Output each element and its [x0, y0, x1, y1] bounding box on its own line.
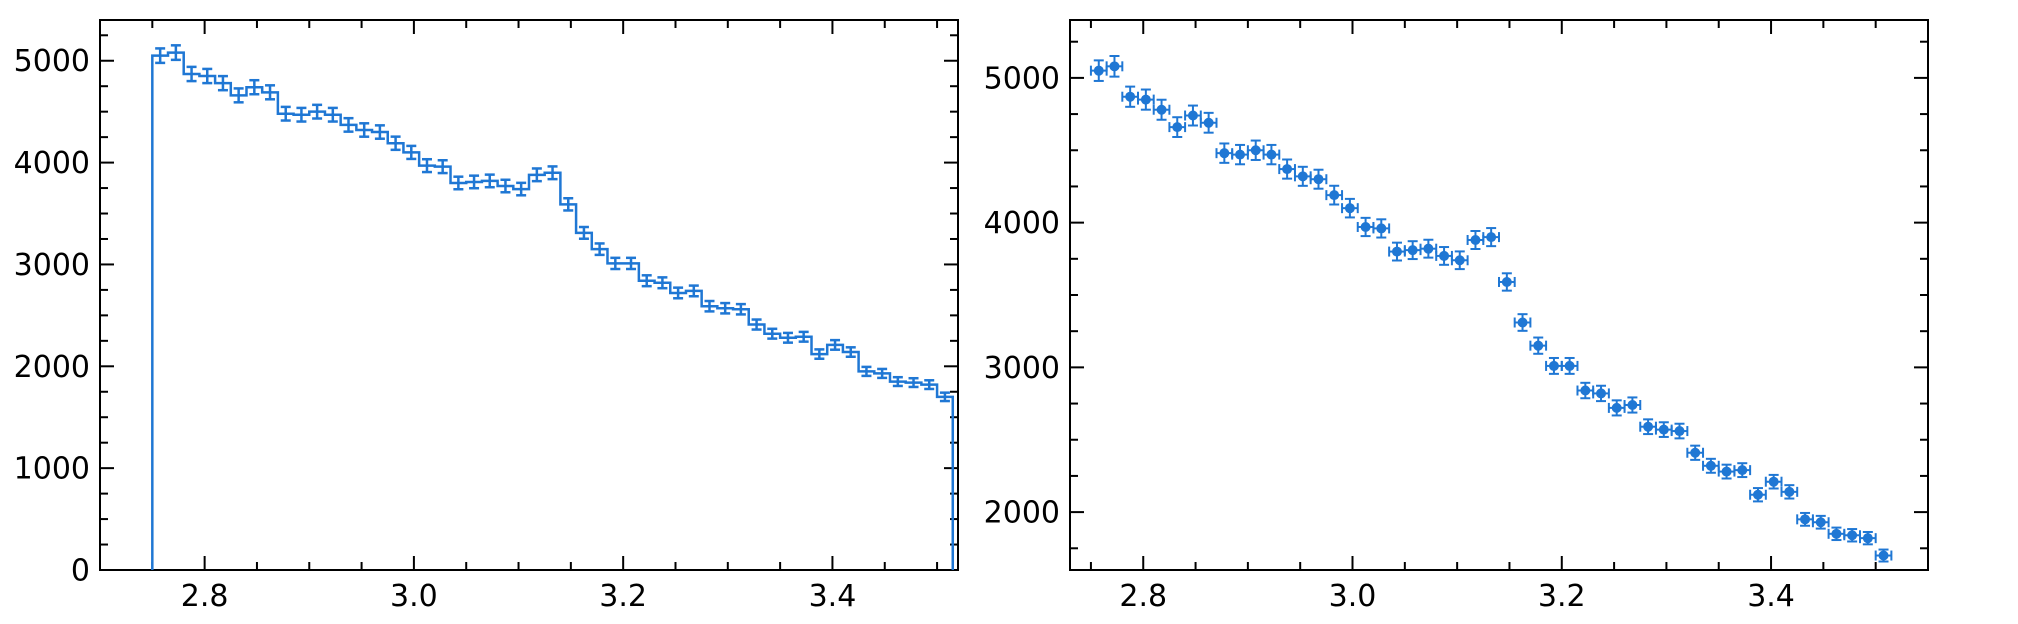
- data-point: [1719, 465, 1735, 479]
- x-tick-label: 2.8: [181, 579, 229, 614]
- data-point: [1091, 60, 1107, 81]
- data-point: [1844, 529, 1860, 541]
- data-point: [1468, 231, 1484, 249]
- data-point: [1248, 141, 1264, 160]
- x-tick-label: 2.8: [1119, 579, 1167, 614]
- data-point: [1295, 167, 1311, 186]
- histogram-step: [152, 53, 952, 570]
- y-tick-label: 4000: [984, 206, 1060, 241]
- data-point: [1326, 186, 1342, 205]
- data-point: [1640, 419, 1656, 434]
- y-tick-label: 3000: [14, 248, 90, 283]
- figure: 2.8 3.0 3.2 3.4 0 1000 2000 3000 4000 5000: [0, 0, 2018, 617]
- data-point: [1452, 251, 1468, 269]
- data-point: [1593, 386, 1609, 401]
- y-tick-label: 1000: [14, 452, 90, 487]
- data-point: [1185, 106, 1201, 126]
- data-point: [1876, 550, 1892, 562]
- data-point: [1373, 219, 1389, 237]
- data-point: [1577, 383, 1593, 398]
- chart-left-histogram: 2.8 3.0 3.2 3.4 0 1000 2000 3000 4000 5000: [0, 10, 968, 624]
- x-tick-label: 3.4: [809, 579, 857, 614]
- data-point: [1829, 528, 1845, 540]
- data-point: [1232, 145, 1248, 164]
- y-tick-label: 2000: [14, 350, 90, 385]
- data-point: [1107, 56, 1123, 77]
- data-point: [1797, 513, 1813, 526]
- data-point: [1138, 90, 1154, 110]
- y-tick-label: 3000: [984, 351, 1060, 386]
- data-point: [1546, 358, 1562, 374]
- data-point: [1672, 424, 1688, 439]
- data-point: [1687, 446, 1703, 460]
- data-point: [1530, 338, 1546, 354]
- data-point: [1279, 160, 1295, 179]
- x-tick-label: 3.4: [1747, 579, 1795, 614]
- data-point: [1656, 422, 1672, 437]
- y-tick-label: 2000: [984, 496, 1060, 531]
- data-point: [1813, 516, 1829, 529]
- data-point: [1782, 485, 1798, 498]
- data-point: [1264, 145, 1280, 164]
- data-point: [1342, 199, 1358, 218]
- data-point: [1389, 243, 1405, 261]
- data-point: [1703, 459, 1719, 473]
- chart-right-scatter: 2.8 3.0 3.2 3.4 2000 3000 4000 5000: [970, 10, 1938, 624]
- y-tick-label: 4000: [14, 146, 90, 181]
- data-point: [1216, 143, 1232, 162]
- data-point: [1734, 463, 1750, 477]
- data-point: [1766, 475, 1782, 489]
- data-point: [1860, 532, 1876, 544]
- x-tick-label: 3.2: [599, 579, 647, 614]
- data-point: [1358, 218, 1374, 236]
- data-point: [1122, 87, 1138, 107]
- data-point: [1499, 273, 1515, 290]
- data-point: [1405, 241, 1421, 259]
- data-point: [1436, 247, 1452, 265]
- data-point: [1421, 240, 1437, 258]
- data-point: [1311, 170, 1327, 189]
- y-tick-label: 5000: [984, 61, 1060, 96]
- x-tick-label: 3.0: [1329, 579, 1377, 614]
- data-point: [1154, 100, 1170, 120]
- data-point: [1609, 400, 1625, 415]
- y-tick-label: 5000: [14, 44, 90, 79]
- data-point: [1515, 314, 1531, 331]
- data-point: [1625, 397, 1641, 412]
- data-point: [1483, 228, 1499, 246]
- y-tick-label: 0: [71, 554, 90, 589]
- data-point: [1169, 117, 1185, 137]
- data-point: [1750, 488, 1766, 501]
- x-tick-label: 3.0: [390, 579, 438, 614]
- data-point: [1562, 358, 1578, 374]
- x-tick-label: 3.2: [1538, 579, 1586, 614]
- data-point: [1201, 113, 1217, 133]
